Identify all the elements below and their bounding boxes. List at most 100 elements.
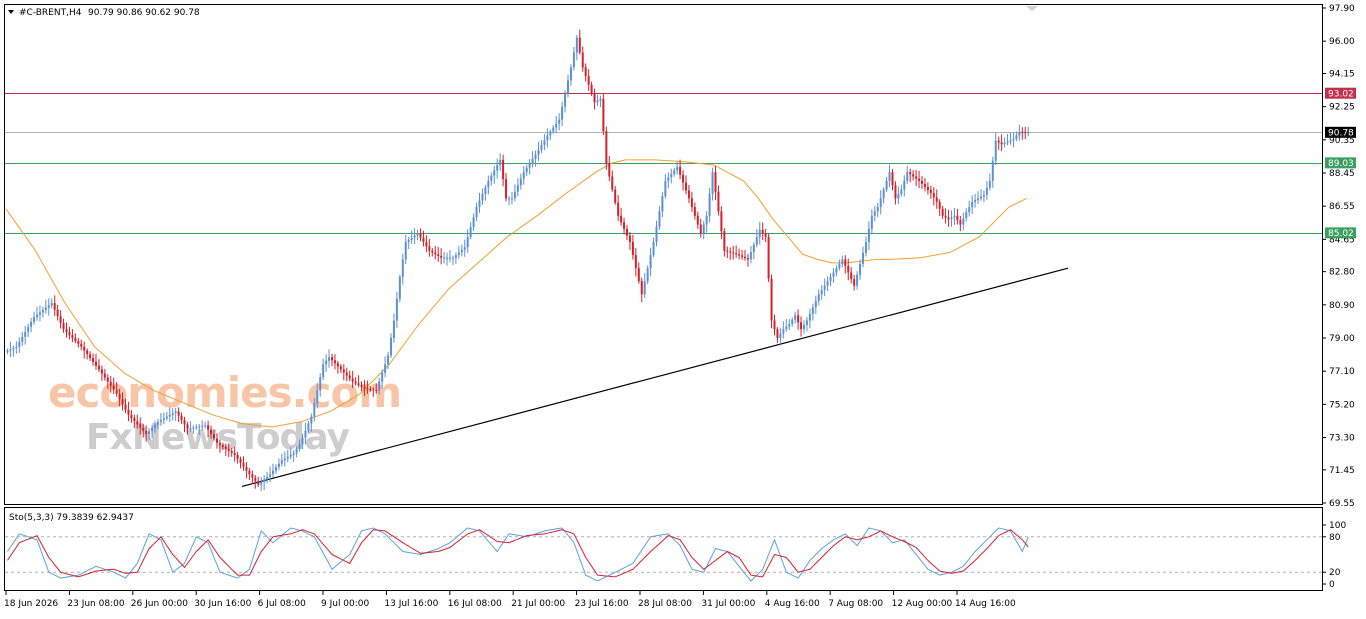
candle (870, 209, 873, 234)
candle (322, 358, 325, 381)
time-axis-tick: 18 Jun 2026 (4, 599, 58, 609)
candle (634, 248, 637, 277)
candle (280, 453, 283, 467)
candle (18, 337, 21, 353)
candle (348, 370, 351, 382)
candle (210, 425, 213, 439)
candle (319, 373, 322, 397)
candle (826, 276, 829, 292)
candle (62, 318, 65, 333)
candle (239, 456, 242, 469)
candle (387, 351, 390, 370)
candle (159, 413, 162, 426)
candle (313, 398, 316, 422)
candle (835, 265, 838, 277)
price-axis-tick: 90.35 (1329, 136, 1355, 146)
candle (832, 268, 835, 283)
candle (525, 164, 528, 177)
candle (944, 208, 947, 224)
candle (929, 185, 932, 199)
candle (283, 451, 286, 467)
candle (540, 140, 543, 154)
candle (100, 365, 103, 381)
candle (372, 387, 375, 397)
price-axis-tick: 73.30 (1329, 434, 1355, 444)
price-level-badge (1325, 227, 1356, 239)
stochastic-axis-tick: 80 (1329, 533, 1341, 543)
candle (770, 274, 773, 329)
candle (378, 377, 381, 395)
candle (755, 229, 758, 248)
candle (906, 165, 909, 184)
candle (466, 229, 469, 254)
candle (652, 237, 655, 258)
candle (27, 323, 30, 338)
candle (581, 46, 584, 72)
chart-symbol-label: #C-BRENT,H4 (19, 8, 82, 18)
price-axis-tick: 69.55 (1329, 499, 1355, 509)
candle (156, 419, 159, 430)
candle (705, 211, 708, 233)
candle (788, 318, 791, 331)
candle (451, 255, 454, 266)
candle (702, 220, 705, 240)
candle (460, 244, 463, 257)
candle (738, 248, 741, 260)
chart-menu-triangle-icon[interactable] (8, 10, 14, 14)
candle (817, 289, 820, 306)
candle (572, 46, 575, 71)
candle (794, 311, 797, 324)
candle (434, 245, 437, 260)
candle (266, 472, 269, 484)
candle (198, 423, 201, 436)
time-axis-tick: 30 Jun 16:00 (194, 599, 251, 609)
candle (422, 230, 425, 247)
candle (682, 170, 685, 191)
candle (758, 221, 761, 245)
candle (390, 333, 392, 358)
candle (133, 414, 136, 428)
candle (502, 154, 505, 187)
candle (351, 370, 354, 388)
candle (537, 141, 540, 162)
candle (121, 392, 124, 411)
candle (1003, 137, 1006, 148)
candle (977, 191, 980, 205)
candle (189, 421, 192, 432)
candle (711, 167, 714, 201)
candle (752, 242, 755, 260)
candle (375, 383, 378, 394)
candle (534, 150, 537, 167)
candle (564, 90, 567, 113)
candle (956, 208, 959, 225)
candle (490, 172, 493, 186)
time-axis-tick: 26 Jun 00:00 (131, 599, 188, 609)
candle (154, 420, 156, 433)
watermark-fxnewstoday: FxNewsToday (86, 417, 350, 458)
candle (599, 95, 602, 108)
candle (428, 238, 431, 257)
time-axis-tick: 12 Aug 00:00 (892, 599, 953, 609)
candle (139, 417, 142, 435)
candle (106, 374, 109, 389)
candle (103, 368, 106, 381)
candle (776, 326, 779, 343)
price-level-badge (1325, 87, 1356, 99)
candle (744, 250, 746, 261)
candle (1027, 126, 1030, 137)
candle (690, 191, 693, 212)
candle (974, 193, 977, 208)
candle (543, 133, 546, 151)
time-axis-tick: 21 Jul 00:00 (511, 599, 565, 609)
candle (726, 246, 729, 259)
candle (118, 388, 121, 407)
candle (213, 429, 215, 441)
watermark-economies: economies.com (48, 368, 401, 417)
one-click-trading-arrow-icon[interactable] (1026, 6, 1038, 11)
ascending-trendline[interactable] (241, 267, 1069, 487)
candle (935, 189, 938, 209)
candle (130, 409, 133, 423)
candle (301, 433, 304, 449)
